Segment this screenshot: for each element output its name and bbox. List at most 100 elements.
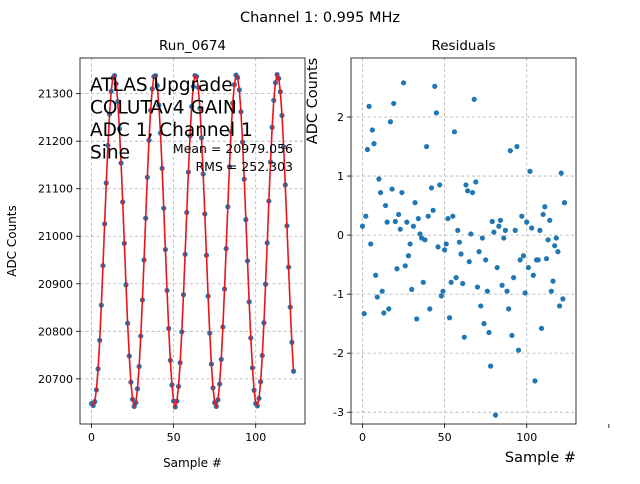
residual-point xyxy=(527,168,533,174)
residual-point xyxy=(547,217,553,223)
residual-point xyxy=(366,103,372,110)
residual-point xyxy=(432,83,438,89)
residual-point xyxy=(494,264,500,271)
residual-point xyxy=(502,227,508,233)
residual-point xyxy=(538,325,545,331)
residual-point xyxy=(474,284,481,290)
residual-point xyxy=(473,179,479,185)
residual-point xyxy=(555,249,561,255)
residual-point xyxy=(560,296,566,302)
y-tick-label: 21000 xyxy=(38,230,73,243)
residual-point xyxy=(374,294,380,300)
residual-point xyxy=(478,303,484,309)
residual-point xyxy=(456,239,462,245)
y-tick-label: 21300 xyxy=(38,88,73,101)
residual-point xyxy=(504,288,510,294)
residual-point xyxy=(532,378,538,384)
residual-point xyxy=(376,176,382,182)
residual-point xyxy=(543,256,550,262)
residual-point xyxy=(510,275,517,281)
residual-point xyxy=(381,310,387,316)
residual-point xyxy=(525,264,531,271)
residual-point xyxy=(471,96,477,102)
residual-point xyxy=(427,306,433,312)
residual-point xyxy=(468,231,474,237)
residual-point xyxy=(520,253,527,259)
residual-point xyxy=(363,213,369,219)
residual-point xyxy=(488,363,494,369)
residual-point xyxy=(368,241,374,247)
residual-point xyxy=(509,332,515,339)
residual-point xyxy=(443,241,449,247)
y-tick-label: 20700 xyxy=(38,373,73,386)
panel-title: Residuals xyxy=(431,38,495,54)
panel-title: Run_0674 xyxy=(159,38,226,54)
residual-point xyxy=(514,143,520,150)
residual-point xyxy=(396,211,402,218)
residual-point xyxy=(507,148,513,154)
y-axis-label: ADC Counts xyxy=(305,58,321,144)
residual-point xyxy=(414,316,420,322)
fit-panel: 0 50 100 20700 20800 20900 21000 21100 21200 2130… xyxy=(5,38,306,470)
axes-frame xyxy=(79,57,306,425)
residual-point xyxy=(451,129,458,135)
residual-point xyxy=(399,189,405,196)
y-tick-label: 20800 xyxy=(38,325,73,338)
residual-point xyxy=(501,235,507,241)
residual-point xyxy=(404,219,410,225)
residual-point xyxy=(515,347,522,353)
residual-point xyxy=(428,185,435,191)
residual-point xyxy=(433,110,439,116)
residual-point xyxy=(440,288,446,294)
residual-point xyxy=(481,321,487,327)
residual-point xyxy=(466,259,472,265)
y-tick-label: 20900 xyxy=(38,278,73,291)
residual-point xyxy=(409,286,415,293)
residual-point xyxy=(484,288,490,294)
residual-point xyxy=(545,237,551,243)
residual-point xyxy=(364,146,371,153)
residual-point xyxy=(450,213,456,219)
residual-point xyxy=(412,200,418,206)
fit-curve xyxy=(90,71,295,410)
residual-point xyxy=(524,219,530,225)
y-tick-label: 2 xyxy=(337,111,344,124)
x-axis-label: Sample # xyxy=(505,450,576,466)
residual-point xyxy=(463,182,469,188)
stats-line: RMS = 252.303 xyxy=(195,159,293,174)
residual-point xyxy=(537,227,543,233)
annotation-line: COLUTAv4 GAIN xyxy=(90,98,237,119)
residual-point xyxy=(491,229,497,235)
y-tick-label: -1 xyxy=(333,288,344,301)
residual-point xyxy=(437,182,443,188)
residual-point xyxy=(394,266,400,272)
residual-point xyxy=(512,227,518,233)
residual-point xyxy=(556,303,563,309)
residual-point xyxy=(535,257,541,263)
annotation-line: ADC 1, Channel 1 xyxy=(90,120,253,141)
residual-point xyxy=(445,215,451,222)
residual-point xyxy=(448,279,454,285)
y-tick-label: 0 xyxy=(337,229,344,242)
axes-frame xyxy=(350,57,577,425)
x-tick-label: 50 xyxy=(167,431,181,444)
residual-point xyxy=(483,257,489,263)
residual-point xyxy=(552,243,558,249)
residual-point xyxy=(461,334,467,340)
residual-point xyxy=(417,231,423,237)
residual-point xyxy=(455,227,461,233)
y-tick-label: 21200 xyxy=(38,135,73,148)
residual-point xyxy=(423,143,430,150)
residual-point xyxy=(476,249,482,255)
x-axis-label: Sample # xyxy=(163,456,222,470)
residual-point xyxy=(497,217,504,223)
residual-point xyxy=(420,279,426,285)
y-tick-label: -2 xyxy=(333,347,344,360)
residual-point xyxy=(407,241,413,247)
x-tick-label: 100 xyxy=(516,431,537,444)
residual-point xyxy=(382,202,389,209)
residual-point xyxy=(492,412,499,418)
residual-point xyxy=(479,235,485,241)
residual-point xyxy=(460,280,466,287)
y-tick-label: 1 xyxy=(337,170,344,183)
